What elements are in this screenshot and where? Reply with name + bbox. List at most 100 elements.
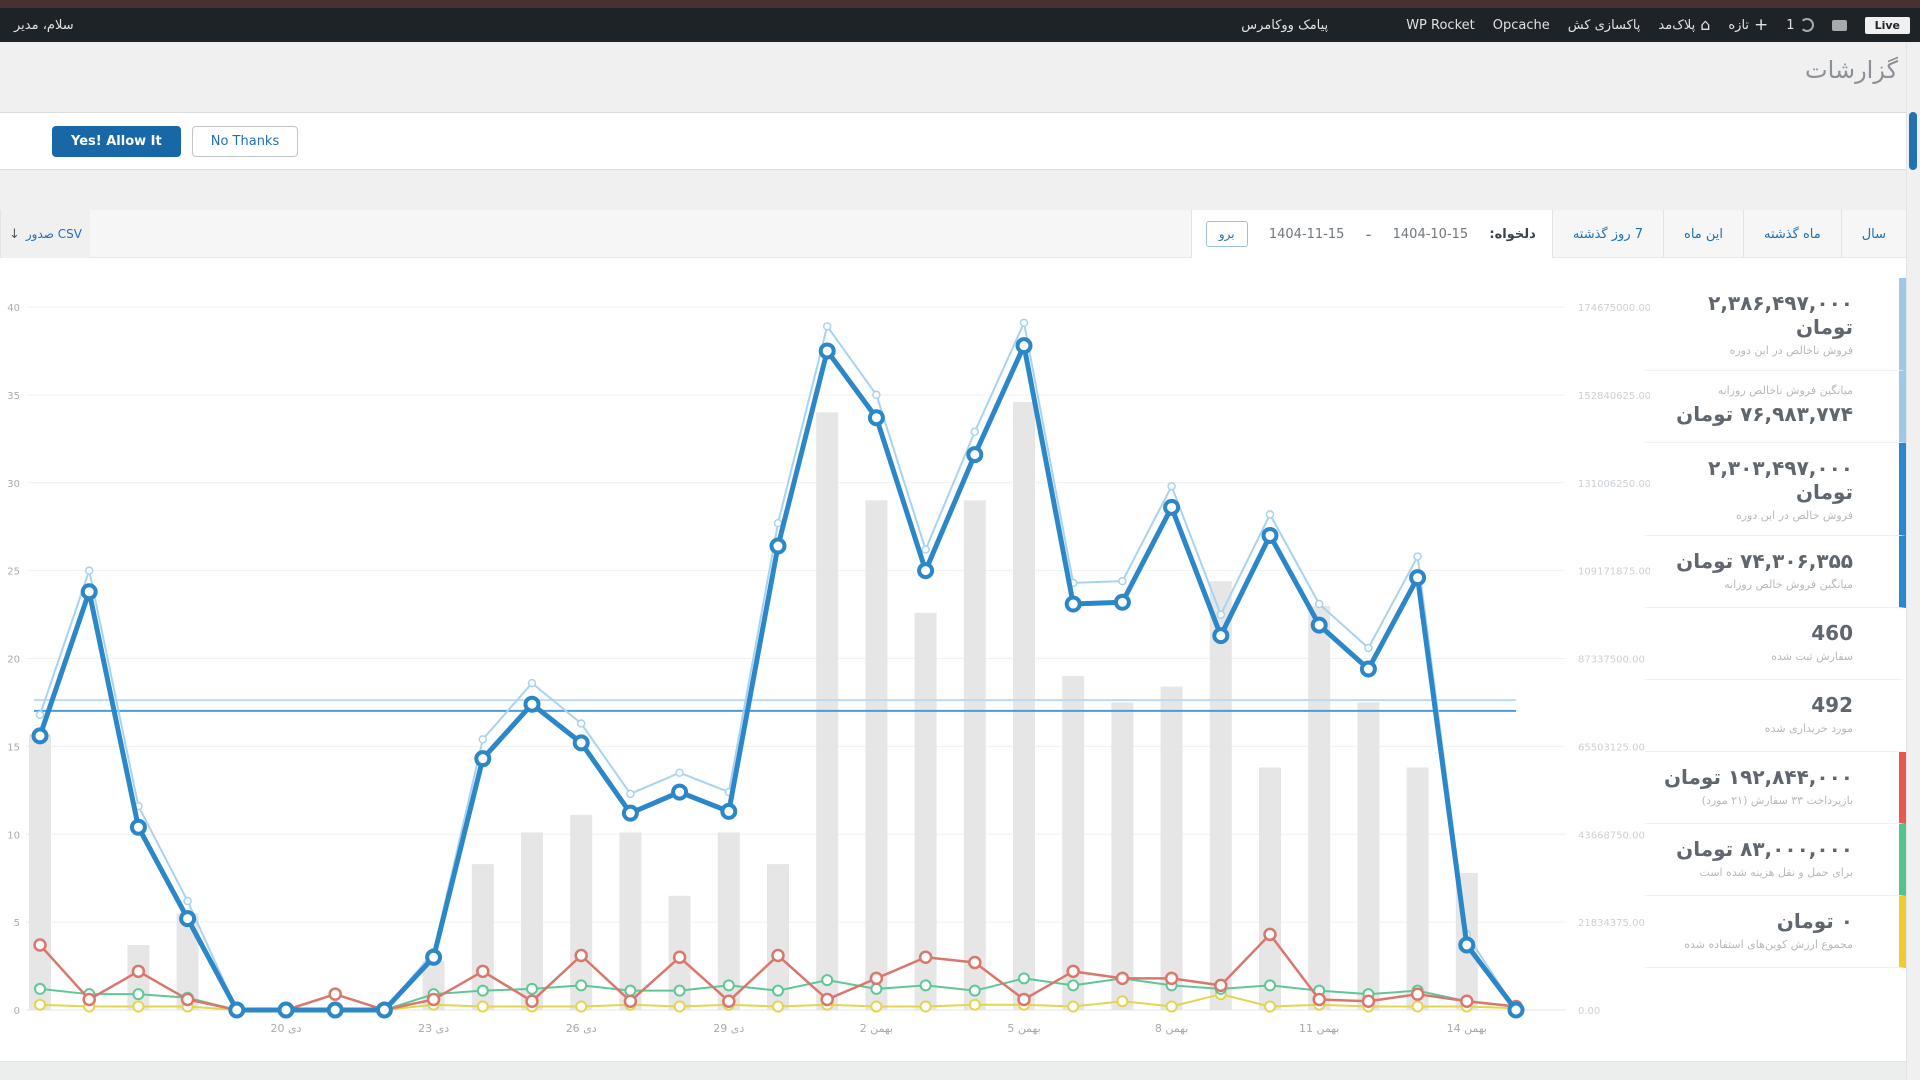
updates-count: 1 xyxy=(1786,17,1795,33)
svg-text:35: 35 xyxy=(7,391,20,402)
date-from-input[interactable] xyxy=(1380,226,1481,242)
range-tab-0[interactable]: سال xyxy=(1840,210,1906,258)
svg-text:43668750.00: 43668750.00 xyxy=(1578,830,1645,841)
wp-rocket-label: WP Rocket xyxy=(1406,17,1475,33)
svg-text:40: 40 xyxy=(7,303,20,314)
live-badge[interactable]: Live xyxy=(1864,16,1910,34)
woocommerce-sms-label: پیامک ووکامرس xyxy=(1241,17,1329,33)
opcache-label: Opcache xyxy=(1492,17,1550,33)
svg-text:10: 10 xyxy=(7,830,20,841)
site-name-menu[interactable]: ⌂ پلاک‌مد xyxy=(1658,17,1710,33)
summary-stat-item[interactable]: 460 سفارش ثبت شده xyxy=(1645,608,1906,680)
stat-label: بازپرداخت ۳۳ سفارش (۲۱ مورد) xyxy=(1701,794,1853,807)
stat-value: ۱۹۲,۸۴۴,۰۰۰ تومان xyxy=(1663,765,1853,789)
stat-label: میانگین فروش خالص روزانه xyxy=(1724,578,1853,591)
svg-text:174675000.00: 174675000.00 xyxy=(1578,303,1650,314)
summary-stat-item[interactable]: ۰ تومان مجموع ارزش کوپن‌های استفاده شده xyxy=(1645,896,1906,968)
summary-stat-item[interactable]: ۷۴,۳۰۶,۳۵۵ تومان میانگین فروش خالص روزان… xyxy=(1645,536,1906,608)
report-card: ↓ صدور CSV سال ماه گذشته این ماه 7 روز گذشت… xyxy=(0,210,1906,1062)
scrollbar-thumb[interactable] xyxy=(1909,112,1917,170)
svg-text:131006250.00: 131006250.00 xyxy=(1578,479,1650,490)
range-tab-2[interactable]: این ماه xyxy=(1663,210,1743,258)
stat-value: ۷۶,۹۸۳,۷۷۴ تومان xyxy=(1676,402,1853,426)
svg-text:2 بهمن: 2 بهمن xyxy=(860,1022,893,1035)
wp-rocket-menu[interactable]: WP Rocket xyxy=(1406,18,1475,33)
download-arrow-icon: ↓ xyxy=(8,226,20,242)
range-tab-3[interactable]: 7 روز گذشته xyxy=(1551,210,1663,258)
svg-text:0: 0 xyxy=(14,1006,20,1017)
new-content-menu[interactable]: + تازه xyxy=(1728,14,1769,35)
custom-range-label: دلخواه: xyxy=(1489,226,1536,242)
comments-menu[interactable] xyxy=(1831,19,1847,31)
live-badge-label: Live xyxy=(1864,16,1910,34)
cache-purge-menu[interactable]: پاکسازی کش xyxy=(1568,18,1641,33)
summary-stat-item[interactable]: ۲,۳۸۶,۴۹۷,۰۰۰ تومان فروش ناخالص در این د… xyxy=(1645,278,1906,371)
range-tab-1[interactable]: ماه گذشته xyxy=(1743,210,1841,258)
stat-value: 492 xyxy=(1811,693,1853,717)
stat-value: 460 xyxy=(1811,621,1853,645)
svg-text:87337500.00: 87337500.00 xyxy=(1578,655,1645,666)
svg-text:26 دی: 26 دی xyxy=(566,1022,597,1035)
svg-text:11 بهمن: 11 بهمن xyxy=(1299,1022,1339,1035)
updates-icon xyxy=(1799,18,1814,32)
svg-text:14 بهمن: 14 بهمن xyxy=(1447,1022,1487,1035)
wp-admin-bar: سلام، مدیر Live 1 + تازه ⌂ پلاک‌مد پاکسا… xyxy=(0,8,1920,42)
stat-label: فروش ناخالص در این دوره xyxy=(1729,344,1853,357)
summary-stat-item[interactable]: ۲,۳۰۳,۴۹۷,۰۰۰ تومان فروش خالص در این دور… xyxy=(1645,443,1906,536)
report-summary-sidebar: ۲,۳۸۶,۴۹۷,۰۰۰ تومان فروش ناخالص در این د… xyxy=(1645,278,1906,968)
stat-label: سفارش ثبت شده xyxy=(1771,650,1853,663)
stat-label: برای حمل و نقل هزینه شده است xyxy=(1699,866,1853,879)
date-to-input[interactable] xyxy=(1256,226,1357,242)
plus-icon: + xyxy=(1754,14,1769,35)
svg-text:30: 30 xyxy=(7,479,20,490)
go-button[interactable]: برو xyxy=(1205,221,1248,247)
stat-value: ۰ تومان xyxy=(1776,909,1853,933)
export-csv-label: صدور CSV xyxy=(25,227,82,241)
stat-label: مجموع ارزش کوپن‌های استفاده شده xyxy=(1684,938,1853,951)
notification-bar: Yes! Allow It No Thanks xyxy=(0,112,1920,170)
svg-text:152840625.00: 152840625.00 xyxy=(1578,391,1650,402)
sales-report-chart[interactable]: 40 35 30 25 20 15 10 5 0 174675000.00 152840625.00… xyxy=(0,258,1651,1058)
svg-text:29 دی: 29 دی xyxy=(713,1022,744,1035)
svg-text:5: 5 xyxy=(14,918,20,929)
summary-stat-item[interactable]: 492 مورد خریداری شده xyxy=(1645,680,1906,752)
howdy-label: سلام، مدیر xyxy=(14,17,74,33)
stat-value: ۲,۳۰۳,۴۹۷,۰۰۰ تومان xyxy=(1708,456,1853,504)
svg-text:25: 25 xyxy=(7,567,20,578)
page-title: گزارشات xyxy=(1805,56,1898,84)
svg-text:20 دی: 20 دی xyxy=(270,1022,301,1035)
site-name-label: پلاک‌مد xyxy=(1658,17,1696,33)
woocommerce-sms-menu[interactable]: پیامک ووکامرس xyxy=(1241,18,1328,33)
opcache-menu[interactable]: Opcache xyxy=(1493,18,1550,33)
new-content-label: تازه xyxy=(1728,17,1750,33)
svg-text:8 بهمن: 8 بهمن xyxy=(1155,1022,1188,1035)
svg-text:20: 20 xyxy=(7,655,20,666)
stat-label: میانگین فروش ناخالص روزانه xyxy=(1717,384,1853,397)
stat-value: ۷۴,۳۰۶,۳۵۵ تومان xyxy=(1676,549,1853,573)
date-range-dash: - xyxy=(1365,224,1372,244)
summary-stat-item[interactable]: ۸۳,۰۰۰,۰۰۰ تومان برای حمل و نقل هزینه شد… xyxy=(1645,824,1906,896)
custom-range-group: دلخواه: - برو xyxy=(1190,210,1552,258)
summary-stat-item[interactable]: ۱۹۲,۸۴۴,۰۰۰ تومان بازپرداخت ۳۳ سفارش (۲۱… xyxy=(1645,752,1906,824)
export-csv-button[interactable]: ↓ صدور CSV xyxy=(0,210,90,258)
allow-button[interactable]: Yes! Allow It xyxy=(52,126,181,157)
howdy-menu[interactable]: سلام، مدیر xyxy=(14,18,74,33)
no-thanks-button[interactable]: No Thanks xyxy=(191,126,299,157)
cache-purge-label: پاکسازی کش xyxy=(1567,17,1641,33)
chart-canvas: 40 35 30 25 20 15 10 5 0 174675000.00 152840625.00… xyxy=(7,303,1651,1035)
home-icon: ⌂ xyxy=(1700,15,1711,34)
stat-label: مورد خریداری شده xyxy=(1764,722,1853,735)
svg-text:5 بهمن: 5 بهمن xyxy=(1007,1022,1040,1035)
scrollbar-rail[interactable] xyxy=(1906,42,1920,1080)
report-toolbar: ↓ صدور CSV سال ماه گذشته این ماه 7 روز گذشت… xyxy=(0,210,1906,258)
stat-value: ۲,۳۸۶,۴۹۷,۰۰۰ تومان xyxy=(1708,291,1853,339)
stat-label: فروش خالص در این دوره xyxy=(1735,509,1853,522)
comment-bubble-icon xyxy=(1831,19,1847,31)
svg-text:65503125.00: 65503125.00 xyxy=(1578,742,1645,753)
svg-text:0.00: 0.00 xyxy=(1578,1006,1600,1017)
svg-text:109171875.00: 109171875.00 xyxy=(1578,567,1650,578)
updates-menu[interactable]: 1 xyxy=(1786,17,1814,33)
summary-stat-item[interactable]: میانگین فروش ناخالص روزانه ۷۶,۹۸۳,۷۷۴ تو… xyxy=(1645,371,1906,443)
svg-text:23 دی: 23 دی xyxy=(418,1022,449,1035)
